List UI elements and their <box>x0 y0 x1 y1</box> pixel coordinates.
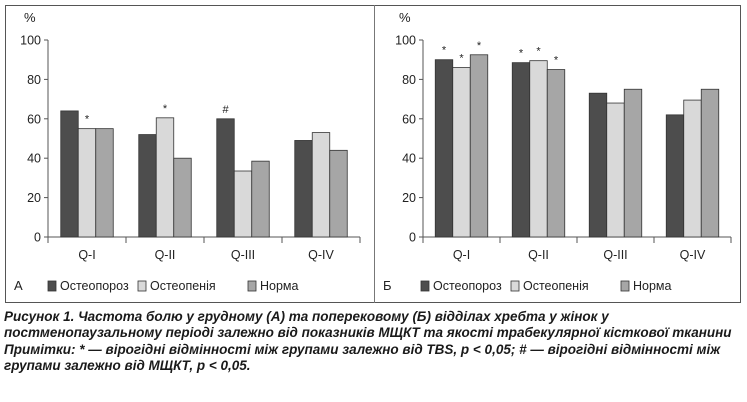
chart1-legend-label: Остеопороз <box>433 279 502 293</box>
chart0-bar <box>216 118 235 238</box>
chart0-bar <box>233 170 253 238</box>
chart1-legend-swatch <box>620 280 630 292</box>
chart0-bar <box>138 134 157 238</box>
chart0-legend-label: Норма <box>260 279 299 293</box>
chart1-bar <box>434 59 454 238</box>
chart1-bar <box>529 60 548 238</box>
chart1-significance-marker: * <box>536 46 541 58</box>
figure-caption: Рисунок 1. Частота болю у грудному (А) т… <box>4 309 743 375</box>
chart0-bar <box>329 149 348 238</box>
chart0-bar <box>173 157 192 238</box>
chart0-y-tick-label: 40 <box>27 152 41 166</box>
chart1-bar <box>665 114 685 238</box>
chart1-bar <box>623 88 643 238</box>
chart0-y-tick-label: 20 <box>27 191 41 205</box>
chart1-legend-label: Норма <box>633 279 672 293</box>
figure-frame <box>5 5 741 303</box>
chart1-bar <box>546 69 566 238</box>
chart1-y-unit-label: % <box>399 10 411 25</box>
chart1-bar <box>452 67 471 238</box>
chart1-legend-swatch <box>510 280 520 292</box>
chart1-y-tick-label: 40 <box>402 152 416 166</box>
chart1-significance-marker: * <box>554 55 559 67</box>
chart1-y-tick-label: 20 <box>402 191 416 205</box>
chart1-x-tick-label: Q-I <box>453 248 470 262</box>
chart0-bar <box>311 132 331 238</box>
chart0-y-tick-label: 0 <box>34 231 41 245</box>
chart1-bar <box>606 102 625 238</box>
chart0-significance-marker: * <box>85 114 90 126</box>
chart1-x-tick-label: Q-II <box>528 248 549 262</box>
chart0-y-tick-label: 80 <box>27 73 41 87</box>
chart0-legend-swatch <box>47 280 57 292</box>
chart1-bar <box>700 88 720 238</box>
chart1-x-tick-label: Q-IV <box>680 248 706 262</box>
chart0-x-tick-label: Q-IV <box>308 248 334 262</box>
chart0-x-tick-label: Q-I <box>78 248 95 262</box>
chart0-legend-label: Остеопенія <box>150 279 216 293</box>
chart-panel-a: % А 0 20 40 60 80 100 Q-I Q-II Q-III Q-IV * * # Остеопо… <box>14 10 361 293</box>
chart0-bar <box>95 128 114 238</box>
chart0-bar <box>155 117 175 238</box>
chart1-y-tick-label: 0 <box>409 231 416 245</box>
chart0-panel-label: А <box>14 278 23 293</box>
chart0-bar <box>294 140 313 238</box>
chart1-y-tick-label: 100 <box>395 34 416 48</box>
chart1-significance-marker: * <box>459 53 464 65</box>
chart0-y-unit-label: % <box>24 10 36 25</box>
caption-title: Рисунок 1. Частота болю у грудному (А) т… <box>4 309 732 341</box>
chart0-bar <box>60 110 79 238</box>
panel-divider <box>374 5 375 303</box>
chart1-legend-label: Остеопенія <box>523 279 589 293</box>
chart0-y-tick-label: 60 <box>27 112 41 126</box>
chart0-x-tick-label: Q-III <box>231 248 255 262</box>
chart1-panel-label: Б <box>383 278 392 293</box>
chart1-bar <box>588 92 608 238</box>
chart1-legend-swatch <box>420 280 430 292</box>
chart1-y-tick-label: 80 <box>402 73 416 87</box>
chart1-significance-marker: * <box>519 48 524 60</box>
chart-panel-b: % Б 0 20 40 60 80 100 Q-I Q-II Q-III Q-IV * * * * * * Осте… <box>383 10 732 293</box>
caption-note: Примітки: * — вірогідні відмінності між … <box>4 341 721 374</box>
chart0-x-tick-label: Q-II <box>155 248 176 262</box>
chart1-x-tick-label: Q-III <box>603 248 627 262</box>
chart0-bar <box>77 128 97 238</box>
chart1-bar <box>683 99 702 238</box>
chart0-legend-swatch <box>247 280 257 292</box>
chart0-significance-marker: * <box>163 103 168 115</box>
chart1-y-tick-label: 60 <box>402 112 416 126</box>
chart1-bar <box>469 54 489 238</box>
chart1-bar <box>511 62 531 238</box>
chart0-y-tick-label: 100 <box>20 34 41 48</box>
chart1-significance-marker: * <box>442 45 447 57</box>
chart1-significance-marker: * <box>477 40 482 52</box>
chart0-legend-label: Остеопороз <box>60 279 129 293</box>
chart0-bar <box>251 160 270 238</box>
chart0-legend-swatch <box>137 280 147 292</box>
chart0-significance-marker: # <box>222 104 229 116</box>
